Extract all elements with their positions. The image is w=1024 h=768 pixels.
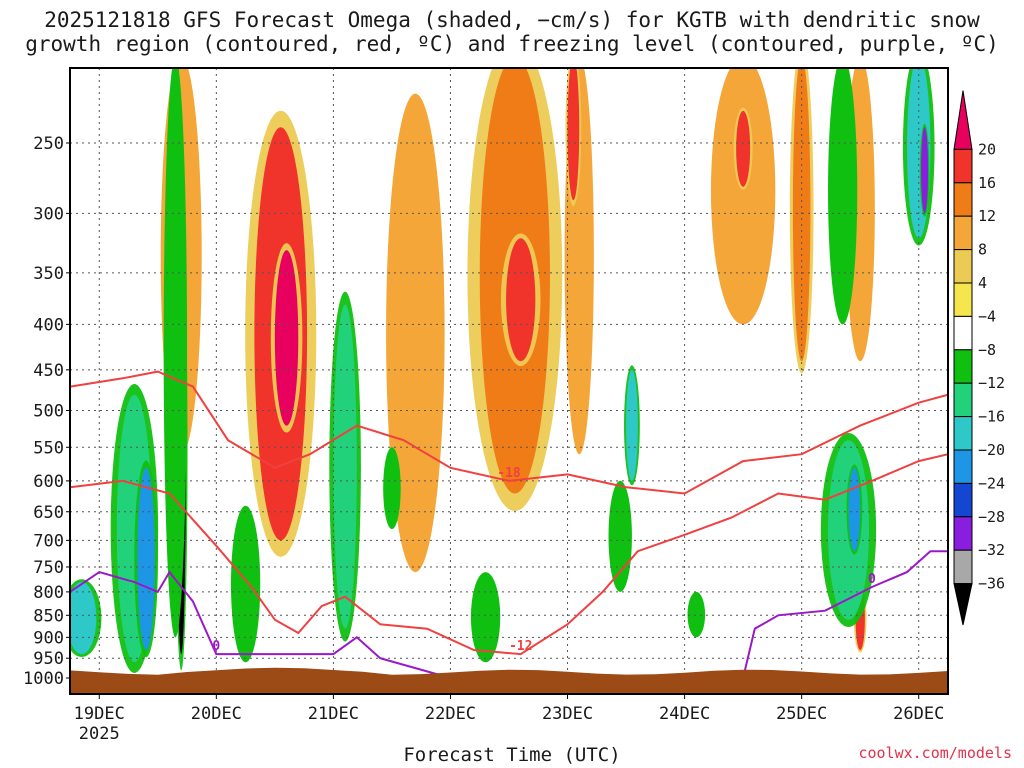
colorbar-swatch (953, 249, 973, 284)
y-tick-label: 850 (33, 606, 64, 626)
x-tick-label: 22DEC (425, 704, 476, 724)
omega-region (848, 467, 861, 552)
colorbar-swatch (953, 449, 973, 484)
colorbar-swatch (953, 349, 973, 384)
omega-region (70, 582, 97, 655)
chart-title-line-2: growth region (contoured, red, ºC) and f… (25, 32, 999, 56)
x-tick-label: 19DEC (74, 704, 125, 724)
dgz-contour-label: -18 (497, 466, 521, 481)
omega-region (383, 447, 401, 530)
dgz-contour (70, 453, 948, 656)
colorbar-swatch (953, 416, 973, 451)
colorbar-swatch (953, 482, 973, 518)
colorbar-swatch (953, 148, 973, 184)
y-tick-label: 350 (33, 264, 64, 284)
x-tick-label: 23DEC (542, 704, 593, 724)
freezing-level-contour (70, 570, 451, 679)
colorbar-swatch (953, 282, 973, 317)
y-tick-label: 300 (33, 204, 64, 224)
y-tick-label: 500 (33, 402, 64, 422)
freezing-level-contour (742, 550, 948, 679)
y-tick-label: 650 (33, 503, 64, 523)
colorbar-label: 4 (978, 274, 987, 292)
grid-lines (70, 68, 948, 694)
omega-region (710, 68, 776, 325)
omega-region (230, 505, 261, 663)
y-tick-label: 600 (33, 472, 64, 492)
omega-region (163, 68, 188, 638)
y-tick-label: 700 (33, 531, 64, 551)
omega-region (567, 68, 580, 201)
colorbar-label: −24 (978, 474, 1005, 492)
colorbar-label: −20 (978, 441, 1005, 459)
dgz-contour-label: -12 (509, 639, 532, 654)
omega-region (736, 110, 751, 187)
colorbar-label: −32 (978, 541, 1005, 559)
freezing-level-contour-label: 0 (868, 572, 876, 587)
chart-title-line-1: 2025121818 GFS Forecast Omega (shaded, −… (44, 8, 980, 32)
plot-frame (69, 67, 949, 695)
colorbar: 20 16 12 8 4 −4 −8 −12 −16 −20 −24 −28 −32 −36 (953, 90, 1005, 626)
colorbar-swatch (953, 516, 973, 551)
colorbar-swatch (953, 215, 973, 251)
y-tick-label: 450 (33, 361, 64, 381)
omega-region (470, 572, 501, 663)
colorbar-arrow-top (953, 90, 973, 150)
colorbar-arrow-bottom (953, 583, 973, 626)
x-tick-label: 20DEC (191, 704, 242, 724)
freezing-level-contour-label: 0 (212, 639, 220, 654)
y-tick-label: 1000 (23, 669, 64, 689)
x-tick-label: 21DEC (308, 704, 359, 724)
omega-region (333, 304, 357, 629)
x-year-label: 2025 (79, 724, 120, 744)
colorbar-label: −28 (978, 508, 1005, 526)
colorbar-label: −16 (978, 408, 1005, 426)
site-credit[interactable]: coolwx.com/models (858, 744, 1012, 762)
colorbar-label: −8 (978, 341, 996, 359)
y-tick-label: 250 (33, 134, 64, 154)
y-tick-label: 900 (33, 628, 64, 648)
terrain-fill (70, 667, 948, 694)
omega-region (792, 68, 811, 362)
y-tick-label: 800 (33, 583, 64, 603)
x-tick-label: 24DEC (659, 704, 710, 724)
omega-shading (70, 68, 935, 673)
colorbar-label: 16 (978, 174, 996, 192)
colorbar-label: 8 (978, 241, 987, 259)
colorbar-label: 12 (978, 207, 996, 225)
omega-region (608, 480, 632, 592)
colorbar-swatch (953, 315, 973, 351)
omega-region (274, 250, 299, 426)
colorbar-swatch (953, 549, 973, 585)
colorbar-label: 20 (978, 140, 996, 158)
omega-region (137, 467, 155, 650)
colorbar-swatch (953, 182, 973, 217)
x-tick-label: 25DEC (776, 704, 827, 724)
colorbar-label: −12 (978, 374, 1005, 392)
y-tick-label: 950 (33, 649, 64, 669)
x-axis-label: Forecast Time (UTC) (403, 744, 621, 766)
colorbar-label: −4 (978, 307, 996, 325)
omega-region (626, 369, 638, 481)
omega-region (506, 238, 536, 362)
omega-region (687, 591, 706, 638)
omega-region (921, 127, 929, 214)
y-tick-label: 400 (33, 315, 64, 335)
y-tick-label: 550 (33, 438, 64, 458)
colorbar-swatch (953, 382, 973, 418)
omega-region (828, 68, 858, 325)
y-tick-label: 750 (33, 558, 64, 578)
x-tick-label: 26DEC (893, 704, 944, 724)
colorbar-label: −36 (978, 575, 1005, 593)
dgz-contour (70, 370, 948, 495)
